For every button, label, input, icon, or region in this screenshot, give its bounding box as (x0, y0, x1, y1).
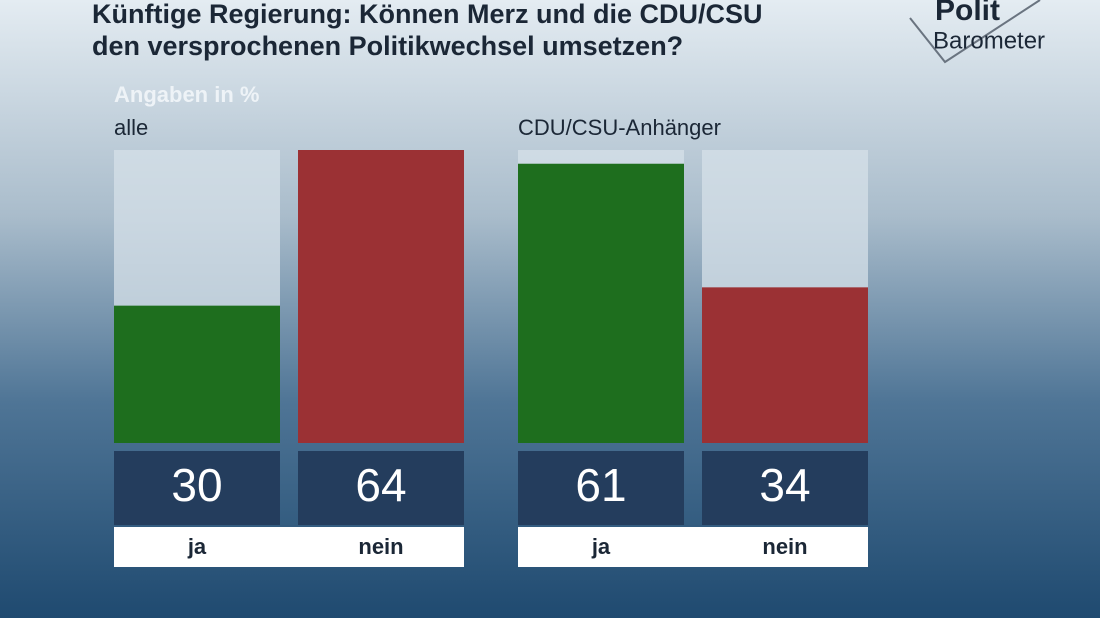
logo-text: Barometer (933, 27, 1045, 54)
value-box (702, 451, 868, 525)
value-box (518, 451, 684, 525)
logo: Polit Barometer (909, 0, 1045, 64)
value-label: 30 (171, 459, 222, 511)
subtitle: Angaben in % (114, 82, 259, 107)
panel-title: alle (114, 115, 148, 140)
category-label: nein (358, 534, 403, 559)
value-label: 64 (355, 459, 406, 511)
bar (702, 287, 868, 443)
logo-check (909, 0, 1041, 64)
gap-fill (684, 527, 702, 567)
logo-text: Polit (935, 0, 1000, 27)
category-label: ja (187, 534, 207, 559)
category-box (298, 527, 464, 567)
value-label: 34 (759, 459, 810, 511)
gap-fill (280, 527, 298, 567)
title-line: den versprochenen Politikwechsel umsetze… (92, 31, 683, 61)
bar (114, 305, 280, 443)
title-line: Künftige Regierung: Können Merz und die … (92, 0, 762, 29)
value-label: 61 (575, 459, 626, 511)
bar (518, 163, 684, 443)
category-box (702, 527, 868, 567)
category-label: nein (762, 534, 807, 559)
value-box (114, 451, 280, 525)
bar (298, 150, 464, 443)
value-box (298, 451, 464, 525)
panel-title: CDU/CSU-Anhänger (518, 115, 721, 140)
category-label: ja (591, 534, 611, 559)
category-box (114, 527, 280, 567)
category-box (518, 527, 684, 567)
